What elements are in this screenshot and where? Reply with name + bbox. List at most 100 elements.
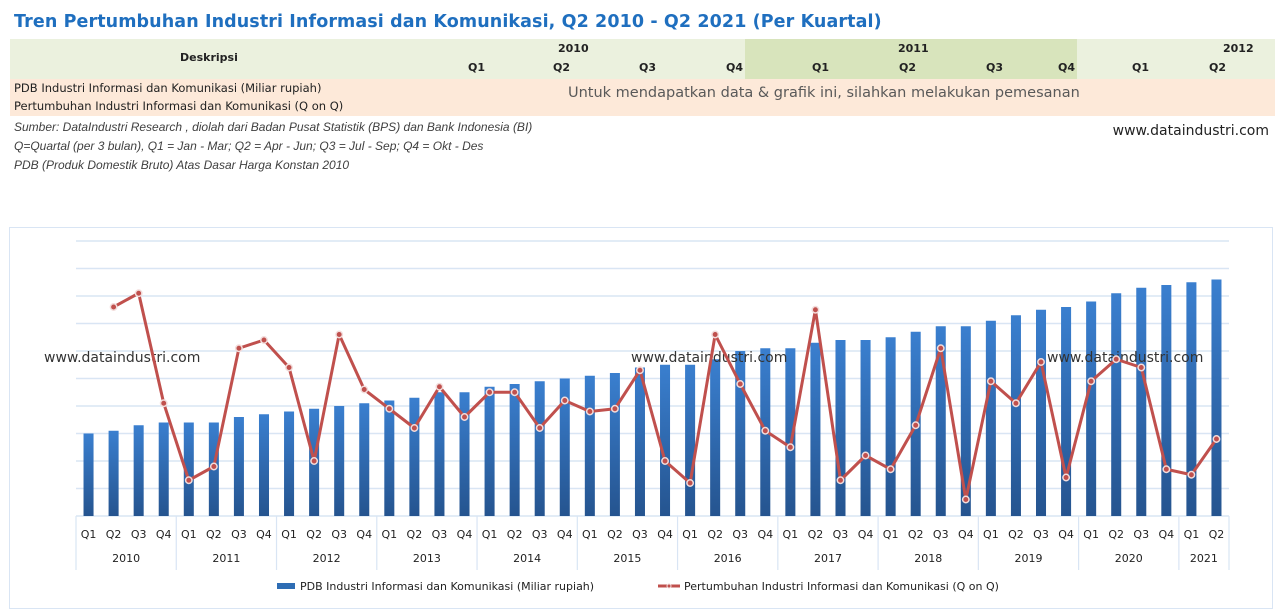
x-tick-quarter: Q1 — [582, 528, 598, 541]
line-point-growth — [1011, 399, 1020, 408]
line-point-growth — [184, 476, 193, 485]
line-point-growth — [761, 426, 770, 435]
bar-pdb — [660, 364, 671, 516]
bar-pdb — [1086, 301, 1097, 516]
bar-pdb — [334, 406, 345, 516]
x-tick-quarter: Q3 — [432, 528, 448, 541]
x-tick-quarter: Q1 — [1184, 528, 1200, 541]
line-point-growth — [911, 421, 920, 430]
x-tick-year: 2017 — [814, 552, 842, 565]
bar-pdb — [559, 378, 570, 516]
x-tick-year: 2010 — [112, 552, 140, 565]
x-tick-year: 2021 — [1190, 552, 1218, 565]
table-body — [10, 79, 1275, 116]
bar-pdb — [1211, 279, 1222, 516]
bar-pdb — [384, 400, 395, 516]
x-tick-quarter: Q4 — [858, 528, 874, 541]
description-header: Deskripsi — [180, 51, 238, 64]
year-header-2011: 2011 — [898, 42, 929, 55]
legend-swatch-bar — [277, 583, 295, 589]
x-tick-quarter: Q3 — [131, 528, 147, 541]
x-tick-quarter: Q2 — [407, 528, 423, 541]
line-point-growth — [234, 344, 243, 353]
line-point-growth — [1087, 377, 1096, 386]
bar-pdb — [860, 340, 871, 516]
bar-pdb — [935, 326, 946, 516]
x-tick-quarter: Q3 — [231, 528, 247, 541]
x-tick-quarter: Q1 — [381, 528, 397, 541]
bar-pdb — [534, 381, 545, 516]
line-point-growth — [786, 443, 795, 452]
table-header-2011-band — [745, 39, 1077, 79]
quarter-header: Q3 — [986, 61, 1004, 74]
x-tick-quarter: Q1 — [682, 528, 698, 541]
x-tick-quarter: Q4 — [757, 528, 773, 541]
x-tick-quarter: Q3 — [833, 528, 849, 541]
x-tick-quarter: Q4 — [1058, 528, 1074, 541]
line-point-growth — [134, 289, 143, 298]
quarter-header: Q3 — [639, 61, 657, 74]
line-point-growth — [636, 366, 644, 375]
bar-pdb — [108, 430, 119, 516]
line-point-growth — [510, 388, 519, 397]
x-tick-year: 2012 — [313, 552, 341, 565]
line-point-growth — [410, 424, 419, 432]
x-tick-quarter: Q1 — [81, 528, 97, 541]
line-point-growth — [661, 457, 669, 465]
x-tick-quarter: Q2 — [707, 528, 723, 541]
x-tick-year: 2013 — [413, 552, 441, 565]
x-tick-quarter: Q2 — [507, 528, 523, 541]
line-point-growth — [1162, 465, 1171, 474]
x-tick-quarter: Q4 — [256, 528, 272, 541]
line-point-growth — [260, 336, 268, 344]
line-point-growth — [961, 495, 970, 504]
quarter-header: Q1 — [1132, 61, 1150, 74]
order-note[interactable]: Untuk mendapatkan data & grafik ini, sil… — [568, 85, 1080, 101]
line-point-growth — [610, 404, 619, 413]
line-point-growth — [686, 479, 695, 487]
line-point-growth — [711, 330, 720, 339]
x-tick-quarter: Q2 — [808, 528, 824, 541]
x-tick-quarter: Q4 — [657, 528, 673, 541]
x-tick-quarter: Q1 — [1083, 528, 1099, 541]
bar-pdb — [685, 364, 696, 516]
x-tick-year: 2014 — [513, 552, 541, 565]
x-tick-quarter: Q1 — [783, 528, 799, 541]
watermark-left: www.dataindustri.com — [44, 350, 200, 366]
page-title: Tren Pertumbuhan Industri Informasi dan … — [14, 12, 882, 32]
bar-pdb — [409, 397, 420, 516]
x-tick-quarter: Q4 — [457, 528, 473, 541]
quarter-header: Q4 — [1058, 61, 1076, 74]
x-tick-quarter: Q2 — [206, 528, 222, 541]
x-tick-quarter: Q3 — [632, 528, 648, 541]
quarter-header: Q4 — [726, 61, 744, 74]
bar-pdb — [1136, 287, 1147, 516]
year-header-2010: 2010 — [558, 42, 589, 55]
line-point-growth — [1187, 470, 1196, 479]
x-tick-quarter: Q2 — [607, 528, 623, 541]
line-point-growth — [360, 385, 369, 394]
line-point-growth — [836, 476, 845, 485]
line-point-growth — [535, 424, 544, 432]
bar-pdb — [83, 433, 94, 516]
x-tick-quarter: Q3 — [732, 528, 748, 541]
line-point-growth — [435, 382, 444, 391]
bar-pdb — [158, 422, 169, 516]
bar-pdb — [284, 411, 295, 516]
line-point-growth — [886, 465, 895, 474]
bar-pdb — [233, 417, 244, 516]
line-point-growth — [485, 388, 494, 397]
quarter-header: Q1 — [468, 61, 486, 74]
pdb-note: PDB (Produk Domestik Bruto) Atas Dasar H… — [14, 158, 350, 172]
x-tick-quarter: Q3 — [331, 528, 347, 541]
line-point-growth — [585, 407, 594, 416]
x-tick-year: 2011 — [212, 552, 240, 565]
bar-pdb — [1010, 315, 1021, 516]
website-link[interactable]: www.dataindustri.com — [1112, 123, 1269, 139]
bar-pdb — [434, 392, 445, 516]
x-tick-quarter: Q1 — [482, 528, 498, 541]
quarter-note: Q=Quartal (per 3 bulan), Q1 = Jan - Mar;… — [14, 139, 484, 153]
bar-pdb — [810, 342, 821, 516]
legend-swatch-marker — [666, 583, 672, 589]
quarter-header: Q2 — [899, 61, 917, 74]
